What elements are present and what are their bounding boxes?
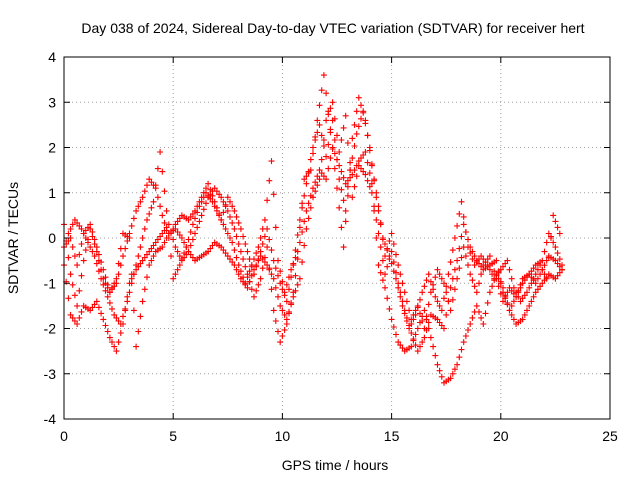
series-markers-track-c (61, 99, 565, 355)
x-tick-label: 20 (493, 428, 509, 444)
x-tick-label: 0 (60, 428, 68, 444)
x-axis-ticks: 0 5 10 15 20 25 (60, 57, 618, 444)
grid-lines (64, 57, 610, 419)
y-tick-label: 1 (48, 185, 56, 201)
x-tick-label: 25 (602, 428, 618, 444)
y-tick-label: 2 (48, 140, 56, 156)
series-markers-track-d (65, 72, 563, 332)
y-tick-label: 3 (48, 94, 56, 110)
x-tick-label: 10 (275, 428, 291, 444)
y-tick-label: -1 (44, 275, 57, 291)
x-axis-label: GPS time / hours (282, 457, 389, 473)
y-tick-label: 0 (48, 230, 56, 246)
y-tick-label: -4 (44, 411, 57, 427)
x-tick-label: 15 (384, 428, 400, 444)
y-tick-label: 4 (48, 49, 56, 65)
chart-title: Day 038 of 2024, Sidereal Day-to-day VTE… (81, 20, 584, 36)
data-points (61, 72, 565, 386)
x-tick-label: 5 (169, 428, 177, 444)
y-tick-label: -3 (44, 366, 57, 382)
series-markers-track-a (61, 94, 565, 332)
y-axis-ticks: -4 -3 -2 -1 0 1 2 3 4 (44, 49, 610, 427)
y-tick-label: -2 (44, 321, 57, 337)
y-axis-label: SDTVAR / TECUs (5, 182, 21, 294)
